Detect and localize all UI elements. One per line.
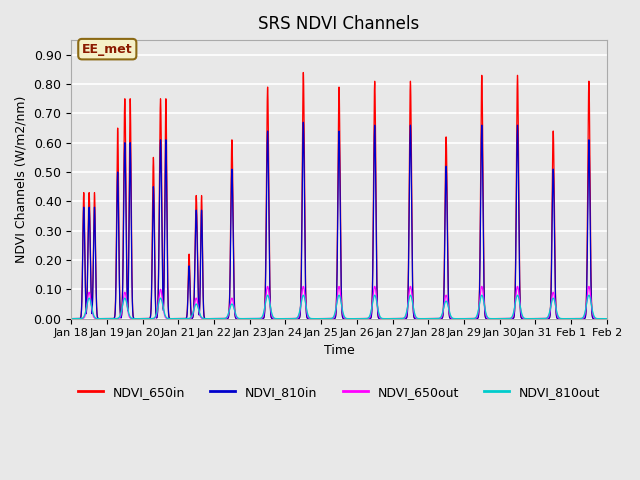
NDVI_650out xyxy=(603,316,611,322)
NDVI_810in xyxy=(300,120,307,125)
Line: NDVI_650in: NDVI_650in xyxy=(71,72,607,319)
NDVI_810in xyxy=(177,316,184,322)
Line: NDVI_650out: NDVI_650out xyxy=(71,287,607,319)
NDVI_810out xyxy=(177,316,184,322)
NDVI_650out xyxy=(489,316,497,322)
NDVI_650in xyxy=(413,316,420,322)
NDVI_810out xyxy=(182,316,189,322)
Title: SRS NDVI Channels: SRS NDVI Channels xyxy=(259,15,420,33)
NDVI_810out xyxy=(268,311,276,316)
Text: EE_met: EE_met xyxy=(82,43,132,56)
NDVI_810in xyxy=(603,316,611,322)
NDVI_810in xyxy=(268,315,276,321)
NDVI_650in xyxy=(489,316,497,322)
NDVI_650in xyxy=(300,70,307,75)
NDVI_650in xyxy=(67,316,75,322)
NDVI_810out xyxy=(413,315,420,321)
NDVI_650out xyxy=(585,284,593,289)
NDVI_810out xyxy=(211,316,218,322)
NDVI_810in xyxy=(567,316,575,322)
Line: NDVI_810out: NDVI_810out xyxy=(71,295,607,319)
NDVI_650in xyxy=(601,316,609,322)
NDVI_810out xyxy=(67,316,75,322)
X-axis label: Time: Time xyxy=(324,344,355,357)
NDVI_810in xyxy=(601,316,609,322)
NDVI_810in xyxy=(413,316,420,322)
NDVI_650in xyxy=(268,315,276,321)
Line: NDVI_810in: NDVI_810in xyxy=(71,122,607,319)
NDVI_650out xyxy=(182,316,189,322)
NDVI_650out xyxy=(601,316,609,322)
NDVI_650out xyxy=(177,316,184,322)
NDVI_810in xyxy=(182,316,189,322)
NDVI_650out xyxy=(67,316,75,322)
NDVI_650in xyxy=(603,316,611,322)
Legend: NDVI_650in, NDVI_810in, NDVI_650out, NDVI_810out: NDVI_650in, NDVI_810in, NDVI_650out, NDV… xyxy=(73,381,605,404)
NDVI_810out xyxy=(489,316,497,322)
NDVI_650out xyxy=(211,316,218,322)
NDVI_650in xyxy=(567,316,575,322)
Y-axis label: NDVI Channels (W/m2/nm): NDVI Channels (W/m2/nm) xyxy=(15,96,28,263)
NDVI_650in xyxy=(177,316,184,322)
NDVI_650out xyxy=(413,315,420,321)
NDVI_810out xyxy=(585,292,593,298)
NDVI_810in xyxy=(489,316,497,322)
NDVI_810in xyxy=(67,316,75,322)
NDVI_650out xyxy=(268,312,276,318)
NDVI_650in xyxy=(182,316,189,322)
NDVI_810out xyxy=(603,316,611,322)
NDVI_810out xyxy=(601,316,609,322)
